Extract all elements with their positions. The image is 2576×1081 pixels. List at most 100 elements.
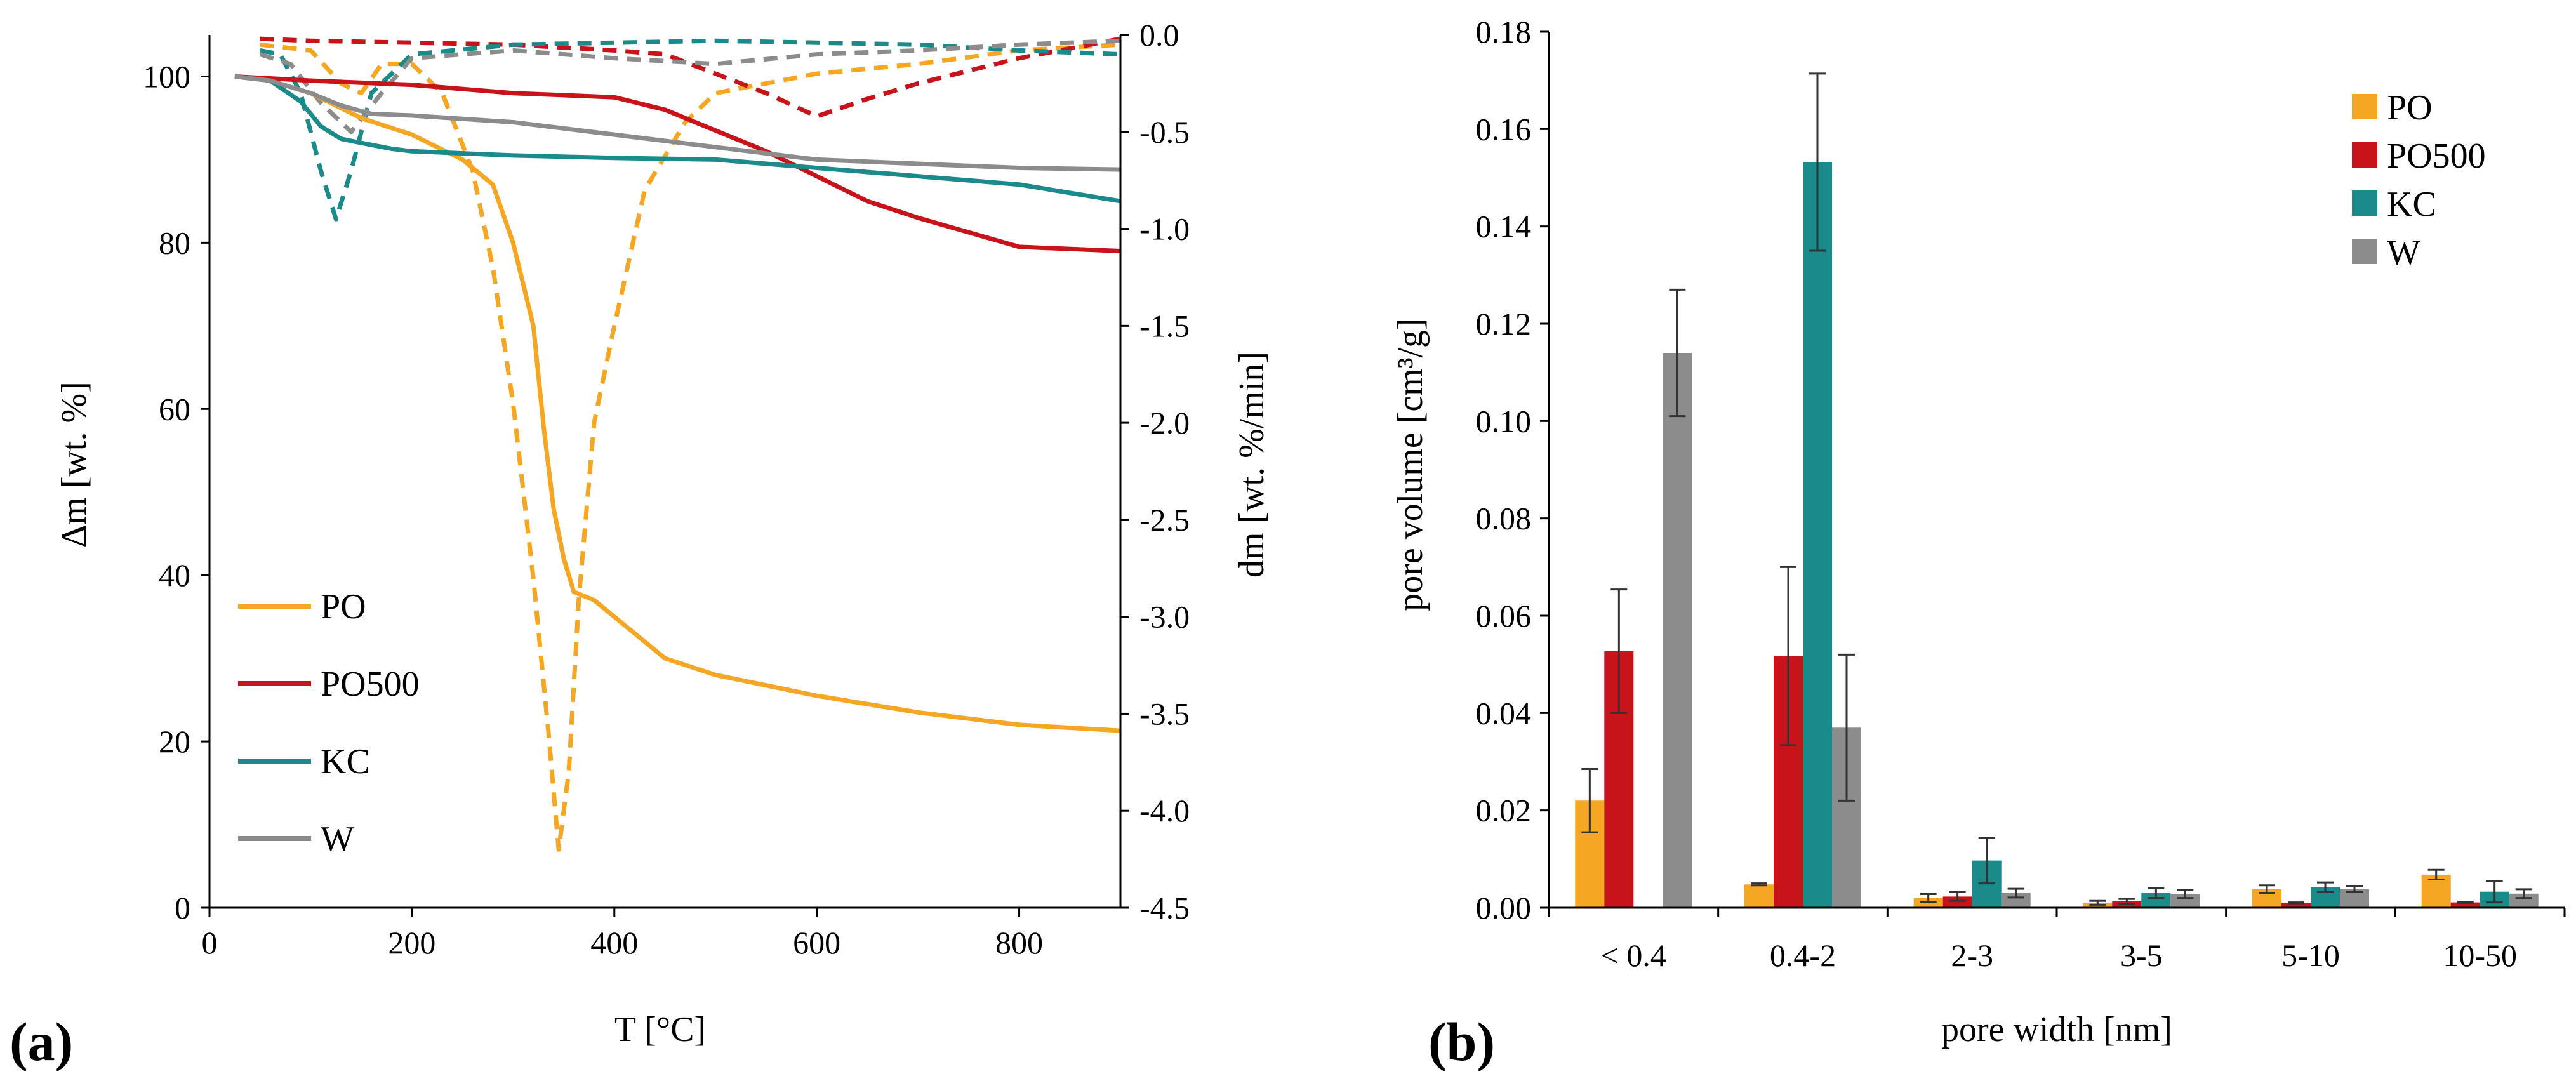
panel-a-y2-tick-label: -1.0 xyxy=(1139,211,1190,247)
errorbar-w-0-4-2 xyxy=(1838,653,1855,802)
errorbar-po-3-5 xyxy=(2089,899,2106,906)
panel-a-x-tick-label: 0 xyxy=(202,925,218,960)
panel-b-y-tick-label: 0.06 xyxy=(1476,598,1532,633)
panel-a-legend: PO PO500 KC W xyxy=(238,587,420,859)
mass-line-kc xyxy=(234,74,1121,204)
panel-b-x-tick-label: 2-3 xyxy=(1951,938,1993,973)
legend-label-w: W xyxy=(321,819,354,859)
panel-b-legend: PO PO500 KC W xyxy=(2352,88,2486,272)
legend-label-w: W xyxy=(2387,233,2420,272)
panel-a-x-tick-label: 600 xyxy=(793,925,840,960)
panel-a-tga-chart: 0 200 400 600 800 0 20 40 60 80 100 0.0 -0.5 -1.0 -1.5… xyxy=(10,17,1271,1072)
panel-a-y-tick-label: 100 xyxy=(143,58,190,94)
panel-b-y-tick-label: 0.12 xyxy=(1476,306,1532,342)
panel-b-x-tick-label: < 0.4 xyxy=(1601,938,1666,973)
panel-b-y-tick-label: 0.02 xyxy=(1476,793,1532,828)
legend-swatch-kc xyxy=(2352,190,2377,216)
panel-b-y-tick-label: 0.08 xyxy=(1476,501,1532,536)
panel-b-y-tick-label: 0.14 xyxy=(1476,209,1532,244)
legend-swatch-po xyxy=(2352,94,2377,119)
dtg-line-po500 xyxy=(260,36,1121,119)
panel-a-y2-tick-label: -3.0 xyxy=(1139,599,1190,635)
errorbar-kc-3-5 xyxy=(2148,887,2165,899)
panel-a-y-tick-label: 60 xyxy=(159,391,190,427)
legend-label-kc: KC xyxy=(2387,185,2436,224)
bar-po500-2-3 xyxy=(1942,896,1972,908)
panel-a-series-lines xyxy=(234,36,1121,852)
panel-a-x-tick-label: 400 xyxy=(590,925,638,960)
dtg-line-w xyxy=(259,38,1121,135)
panel-a-x-axis-label: T [°C] xyxy=(614,1010,706,1049)
mass-line-w xyxy=(234,74,1121,172)
errorbar-w-0-4 xyxy=(1669,288,1686,418)
panel-b-bars xyxy=(1575,72,2539,908)
bar-po-0-4-2 xyxy=(1744,884,1774,908)
panel-b-pore-volume-chart: < 0.4 0.4-2 2-3 3-5 5-10 10-50 0.00 0.02 0.04 0.0… xyxy=(1391,14,2566,1072)
panel-b-y-axis-label: pore volume [cm³/g] xyxy=(1391,318,1430,611)
legend-label-po: PO xyxy=(2387,88,2433,128)
panel-a-y2-tick-label: -0.5 xyxy=(1139,114,1190,150)
panel-b-x-tick-label: 5-10 xyxy=(2281,938,2340,973)
panel-a-y2-tick-label: -4.0 xyxy=(1139,793,1190,828)
panel-a-y2-tick-label: -2.0 xyxy=(1139,405,1190,441)
errorbar-po-0-4-2 xyxy=(1751,882,1767,887)
panel-b-x-tick-label: 3-5 xyxy=(2120,938,2163,973)
panel-b-y-tick-label: 0.10 xyxy=(1476,403,1532,439)
bar-po-2-3 xyxy=(1913,898,1943,908)
legend-label-po500: PO500 xyxy=(321,665,420,704)
mass-line-po xyxy=(234,74,1121,733)
panel-b-axes: < 0.4 0.4-2 2-3 3-5 5-10 10-50 0.00 0.02 0.04 0.0… xyxy=(1476,14,2566,973)
bar-kc-3-5 xyxy=(2141,893,2171,908)
bar-w-0-4 xyxy=(1663,353,1692,908)
panel-a-x-tick-label: 800 xyxy=(995,925,1043,960)
panel-a-y-axis-label: Δm [wt. %] xyxy=(55,381,94,548)
bar-kc-0-4-2 xyxy=(1803,162,1832,908)
legend-swatch-po500 xyxy=(2352,142,2377,168)
errorbar-w-2-3 xyxy=(2007,887,2024,899)
errorbar-po500-3-5 xyxy=(2118,898,2135,905)
errorbar-po-2-3 xyxy=(1920,893,1937,903)
errorbar-kc-10-50 xyxy=(2486,880,2503,904)
panel-a-y2-tick-label: -4.5 xyxy=(1139,890,1190,925)
mass-line-po500 xyxy=(234,74,1121,253)
panel-a-label: (a) xyxy=(10,1011,73,1072)
panel-a-y2-tick-label: 0.0 xyxy=(1139,17,1179,53)
errorbar-po-5-10 xyxy=(2259,884,2275,894)
panel-b-x-axis-label: pore width [nm] xyxy=(1941,1010,2172,1049)
errorbar-po-10-50 xyxy=(2427,868,2445,881)
panel-b-y-tick-label: 0.18 xyxy=(1476,14,1532,50)
panel-a-y2-axis-label: dm [wt. %/min] xyxy=(1232,352,1271,578)
legend-label-po: PO xyxy=(321,587,366,627)
dtg-line-po xyxy=(260,42,1121,852)
panel-a-x-tick-label: 200 xyxy=(388,925,435,960)
panel-b-y-tick-label: 0.04 xyxy=(1476,695,1532,731)
panel-b-label: (b) xyxy=(1428,1011,1495,1072)
errorbar-po500-0-4 xyxy=(1610,588,1628,714)
panel-a-y-tick-label: 20 xyxy=(159,724,190,759)
errorbar-kc-0-4-2 xyxy=(1809,72,1826,252)
errorbar-po-0-4 xyxy=(1581,768,1598,833)
errorbar-kc-2-3 xyxy=(1978,837,1995,885)
errorbar-po500-5-10 xyxy=(2288,901,2304,905)
dtg-line-kc xyxy=(260,38,1121,222)
panel-b-x-tick-label: 0.4-2 xyxy=(1770,938,1836,973)
panel-a-y2-tick-label: -2.5 xyxy=(1139,502,1190,538)
panel-a-y-tick-label: 40 xyxy=(159,557,190,593)
legend-swatch-w xyxy=(2352,239,2377,264)
panel-a-y2-tick-label: -3.5 xyxy=(1139,696,1190,731)
errorbar-w-5-10 xyxy=(2346,885,2363,893)
panel-b-y-tick-label: 0.00 xyxy=(1476,890,1532,925)
panel-a-y2-tick-label: -1.5 xyxy=(1139,308,1190,343)
bar-po500-10-50 xyxy=(2450,902,2480,908)
errorbar-w-3-5 xyxy=(2177,889,2194,899)
legend-label-kc: KC xyxy=(321,742,370,781)
panel-a-y-tick-label: 0 xyxy=(175,890,190,925)
errorbar-w-10-50 xyxy=(2515,888,2532,899)
errorbar-po500-0-4-2 xyxy=(1780,566,1796,746)
panel-b-x-tick-label: 10-50 xyxy=(2443,938,2517,973)
bar-po500-5-10 xyxy=(2281,903,2311,908)
panel-b-y-tick-label: 0.16 xyxy=(1476,111,1532,147)
errorbar-kc-5-10 xyxy=(2317,881,2334,893)
legend-label-po500: PO500 xyxy=(2387,136,2486,176)
